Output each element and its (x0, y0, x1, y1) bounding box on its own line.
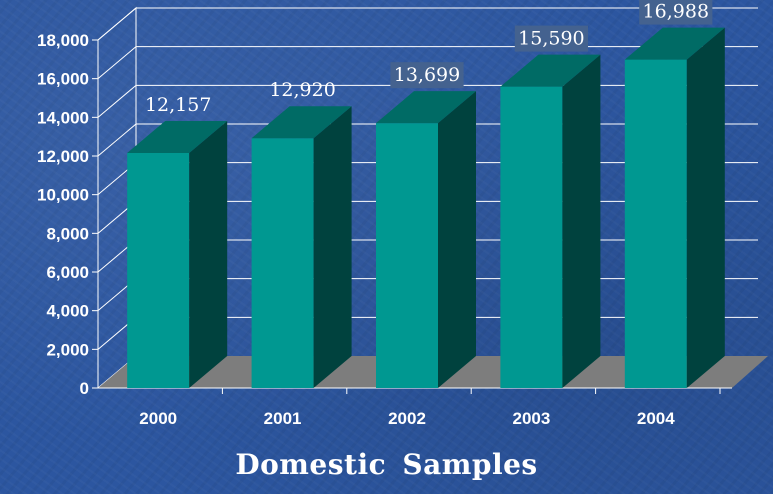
bar-side (562, 54, 601, 389)
bar-side (313, 106, 352, 389)
y-tick-label: 0 (80, 379, 89, 398)
bar-front (376, 123, 438, 389)
data-label: 15,590 (518, 28, 584, 50)
bar-side (686, 27, 725, 388)
bar-side (438, 91, 476, 389)
y-tick-label: 10,000 (37, 186, 89, 205)
data-label-box (639, 0, 713, 25)
bar-chart: 0 2,000 4,000 6,000 8,000 10,000 12,000 14,000 1… (37, 0, 768, 428)
gridline-depth (97, 46, 137, 80)
data-label: 16,988 (643, 1, 709, 23)
data-label: 13,699 (394, 64, 460, 86)
gridline-depth (97, 7, 137, 41)
bar-front (251, 138, 314, 388)
y-tick-label: 6,000 (46, 263, 89, 282)
bar-top (251, 106, 352, 139)
y-tick-label: 4,000 (46, 302, 89, 321)
bar-top (624, 27, 725, 60)
y-tick-label: 12,000 (37, 147, 89, 166)
x-tick-label: 2002 (388, 409, 426, 428)
bar-front (500, 86, 563, 389)
y-tick-label: 2,000 (46, 340, 89, 359)
y-tick-label: 8,000 (46, 224, 89, 243)
x-tick-label: 2003 (512, 409, 550, 428)
x-tick-label: 2000 (139, 409, 177, 428)
chart-title: Domestic Samples (235, 448, 538, 481)
y-tick-label: 18,000 (37, 31, 89, 50)
x-tick-label: 2004 (637, 409, 675, 428)
bar-top (127, 120, 228, 153)
gridline-depth (97, 84, 137, 118)
data-label: 12,920 (269, 79, 335, 101)
data-label-box (390, 62, 464, 89)
bar-front (127, 152, 190, 388)
bar-side (189, 120, 228, 389)
gridline-depth (97, 123, 137, 157)
bar-top (376, 91, 476, 124)
y-tick-label: 14,000 (37, 108, 89, 127)
bar-top (500, 54, 601, 87)
data-label-box (514, 25, 588, 52)
bar-front (624, 59, 687, 388)
y-tick-label: 16,000 (37, 70, 89, 89)
x-tick-label: 2001 (264, 409, 302, 428)
data-label: 12,157 (145, 94, 211, 116)
